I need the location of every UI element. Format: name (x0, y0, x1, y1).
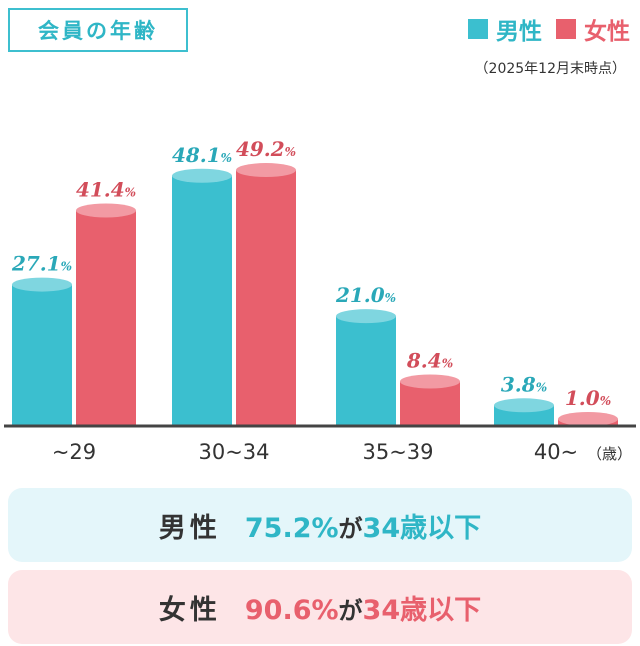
legend-swatch-male (468, 19, 488, 39)
bar-female-0 (76, 203, 136, 425)
data-label: 49.2% (236, 137, 296, 161)
bar-top (236, 163, 296, 178)
summary-male-label: 男性 (158, 512, 221, 544)
bar-top (12, 277, 72, 292)
summary-male-pct: 75.2% (244, 512, 339, 544)
x-tick-label: 35~39 (362, 440, 433, 464)
data-label: 21.0% (335, 283, 396, 307)
x-tick-label: 30~34 (198, 440, 269, 464)
legend-label-male: 男性 (496, 19, 542, 45)
data-label: 27.1% (11, 252, 72, 276)
bar-female-3 (558, 412, 618, 426)
bar-female-2 (400, 374, 460, 425)
summary-male-value: 75.2%が34歳以下 (245, 506, 481, 545)
summary-female-pct: 90.6% (244, 594, 339, 626)
data-label: 1.0% (565, 386, 611, 410)
bar-top (400, 374, 460, 389)
bar-top (336, 309, 396, 324)
bar-top (172, 168, 232, 183)
data-label: 3.8% (501, 372, 547, 396)
x-axis-unit: （歳） (587, 445, 632, 463)
date-note: （2025年12月末時点） (474, 61, 626, 77)
bar-body (336, 316, 396, 425)
bar-top (494, 398, 554, 413)
bar-top (558, 412, 618, 426)
bar-chart: 27.1% 41.4% ~29 48.1% 49.2% 30~34 21.0% 8.4% 35~… (4, 137, 636, 464)
summary-male-ga: が (338, 514, 363, 543)
data-label: 8.4% (406, 348, 453, 372)
bar-body (400, 381, 460, 425)
summary-female-ga: が (338, 596, 363, 625)
x-tick-label: 40~ (534, 440, 578, 464)
x-tick-label: ~29 (52, 440, 96, 464)
bar-male-1 (172, 168, 232, 425)
summary-male-age: 34歳以下 (362, 512, 482, 544)
data-label: 41.4% (76, 177, 136, 201)
legend-item-female: 女性 (556, 12, 630, 46)
summary-female: 女性 90.6%が34歳以下 (8, 570, 632, 644)
bar-male-3 (494, 398, 554, 425)
bar-body (172, 175, 232, 425)
legend-swatch-female (556, 19, 576, 39)
legend: 男性 女性 (468, 12, 630, 46)
bar-male-0 (12, 277, 72, 425)
chart-title: 会員の年齢 (8, 8, 188, 52)
bar-body (236, 170, 296, 425)
summary-male: 男性 75.2%が34歳以下 (8, 488, 632, 562)
bar-female-1 (236, 163, 296, 425)
bar-body (76, 210, 136, 425)
legend-item-male: 男性 (468, 12, 542, 46)
bar-male-2 (336, 309, 396, 425)
bar-body (12, 284, 72, 425)
summary-female-label: 女性 (158, 594, 221, 626)
legend-label-female: 女性 (584, 19, 630, 45)
data-label: 48.1% (172, 143, 232, 167)
summary-female-value: 90.6%が34歳以下 (245, 588, 481, 627)
summary-female-age: 34歳以下 (362, 594, 482, 626)
bar-top (76, 203, 136, 218)
